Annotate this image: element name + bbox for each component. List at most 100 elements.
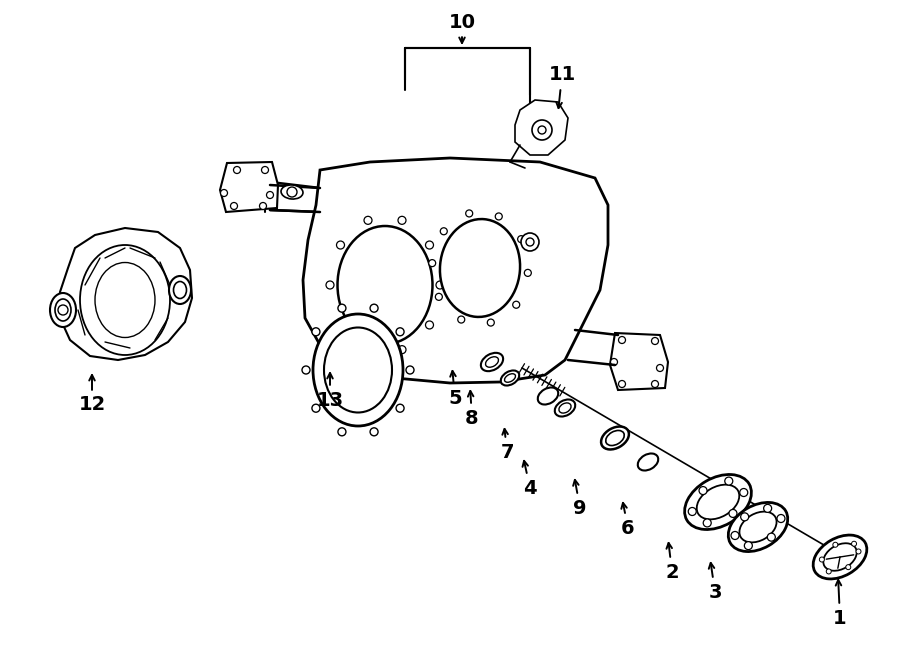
Ellipse shape [55,299,71,321]
Circle shape [426,241,434,249]
Ellipse shape [559,403,572,413]
Circle shape [487,319,494,326]
Text: 13: 13 [317,373,344,410]
Circle shape [851,541,857,546]
Ellipse shape [80,245,170,355]
Circle shape [233,167,240,173]
Circle shape [266,192,274,198]
Circle shape [287,187,297,197]
Circle shape [521,233,539,251]
Ellipse shape [500,370,519,385]
Circle shape [426,321,434,329]
Circle shape [58,305,68,315]
Polygon shape [515,100,568,155]
Ellipse shape [174,282,186,299]
Circle shape [370,428,378,436]
Ellipse shape [50,293,76,327]
Circle shape [337,321,345,329]
Circle shape [525,270,531,276]
Circle shape [364,346,372,354]
Circle shape [724,477,733,485]
Circle shape [826,569,832,574]
Text: 8: 8 [465,391,479,428]
Circle shape [652,338,659,344]
Ellipse shape [324,327,392,412]
Circle shape [428,260,436,266]
Circle shape [610,358,617,366]
Text: 10: 10 [448,13,475,43]
Circle shape [832,542,838,547]
Circle shape [398,216,406,224]
Circle shape [741,513,749,521]
Circle shape [768,533,775,541]
Ellipse shape [481,353,503,371]
Ellipse shape [505,373,516,382]
Circle shape [326,281,334,289]
Circle shape [856,549,861,554]
Ellipse shape [440,219,520,317]
Circle shape [513,301,519,308]
Circle shape [312,328,319,336]
Ellipse shape [338,226,433,344]
Circle shape [396,405,404,412]
Circle shape [618,336,626,344]
Ellipse shape [554,399,575,416]
Circle shape [764,504,771,512]
Ellipse shape [485,357,499,368]
Circle shape [618,381,626,387]
Circle shape [302,366,310,374]
Text: 12: 12 [78,375,105,414]
Circle shape [364,216,372,224]
Polygon shape [303,158,608,383]
Text: 4: 4 [523,461,536,498]
Circle shape [259,202,266,210]
Polygon shape [60,228,192,360]
Circle shape [699,486,707,494]
Circle shape [436,281,444,289]
Text: 7: 7 [500,429,514,461]
Circle shape [458,316,464,323]
Circle shape [220,190,228,196]
Circle shape [656,364,663,371]
Circle shape [398,346,406,354]
Polygon shape [220,162,278,212]
Ellipse shape [740,512,777,543]
Circle shape [518,236,525,243]
Circle shape [532,120,552,140]
Circle shape [262,167,268,173]
Circle shape [338,428,346,436]
Ellipse shape [313,314,403,426]
Circle shape [744,541,752,550]
Circle shape [526,238,534,246]
Circle shape [819,557,824,562]
Ellipse shape [601,426,629,449]
Text: 5: 5 [448,371,462,407]
Circle shape [740,488,748,496]
Circle shape [230,202,238,210]
Circle shape [846,564,850,570]
Text: 11: 11 [548,65,576,108]
Circle shape [370,304,378,312]
Ellipse shape [824,543,857,570]
Polygon shape [610,333,668,390]
Text: 6: 6 [621,503,634,537]
Circle shape [495,213,502,220]
Circle shape [465,210,472,217]
Circle shape [703,519,711,527]
Ellipse shape [95,262,155,338]
Circle shape [440,228,447,235]
Ellipse shape [281,185,303,199]
Text: 1: 1 [833,580,847,627]
Circle shape [337,241,345,249]
Text: 9: 9 [573,480,587,518]
Ellipse shape [697,485,739,520]
Ellipse shape [638,453,658,471]
Ellipse shape [538,387,558,405]
Text: 2: 2 [665,543,679,582]
Ellipse shape [728,502,788,551]
Circle shape [338,304,346,312]
Circle shape [729,510,737,518]
Ellipse shape [606,430,625,446]
Text: 3: 3 [708,563,722,602]
Circle shape [436,293,443,300]
